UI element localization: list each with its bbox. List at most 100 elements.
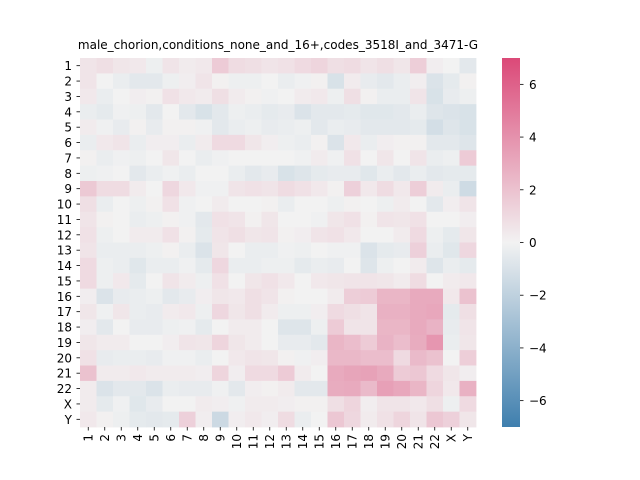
heatmap-cell-9-X xyxy=(443,181,460,197)
heatmap-cell-21-Y xyxy=(459,365,477,382)
heatmap-cell-1-14 xyxy=(294,58,312,74)
heatmap-cell-4-19 xyxy=(377,104,394,120)
heatmap-cell-Y-8 xyxy=(195,411,213,428)
heatmap-cell-7-4 xyxy=(129,150,147,167)
heatmap-cell-16-13 xyxy=(278,288,295,305)
heatmap-cell-11-X xyxy=(443,211,460,228)
heatmap-cell-20-4 xyxy=(129,350,147,366)
heatmap-cell-2-18 xyxy=(360,73,378,90)
heatmap-cell-16-10 xyxy=(228,288,246,305)
heatmap-cell-6-Y xyxy=(459,134,477,151)
heatmap-cell-21-15 xyxy=(311,365,328,382)
heatmap-cell-17-2 xyxy=(96,304,114,320)
heatmap-cell-10-Y xyxy=(459,196,477,213)
heatmap-cell-3-4 xyxy=(129,88,147,105)
x-tick-label: 20 xyxy=(395,434,409,449)
heatmap-cell-5-6 xyxy=(162,119,180,136)
heatmap-cell-Y-15 xyxy=(311,411,328,428)
heatmap-cell-7-15 xyxy=(311,150,328,167)
colorbar-ticks: −6 −4 −2 0 2 4 6 xyxy=(520,78,547,408)
heatmap-cell-22-21 xyxy=(410,380,427,397)
heatmap-cell-15-19 xyxy=(377,273,394,290)
heatmap-cell-18-12 xyxy=(261,319,279,336)
heatmap-cell-4-3 xyxy=(113,104,130,120)
heatmap-cell-6-12 xyxy=(261,134,279,151)
heatmap-cell-18-11 xyxy=(245,319,262,336)
heatmap-cell-15-15 xyxy=(311,273,328,290)
heatmap-cell-16-Y xyxy=(459,288,477,305)
y-tick-label: 11 xyxy=(57,213,72,227)
heatmap-cell-19-11 xyxy=(245,334,262,351)
heatmap-cell-15-11 xyxy=(245,273,262,290)
heatmap-cell-4-20 xyxy=(393,104,411,120)
heatmap-cell-1-13 xyxy=(278,58,295,74)
heatmap-cell-16-X xyxy=(443,288,460,305)
heatmap-cell-20-8 xyxy=(195,350,213,366)
heatmap-cell-1-3 xyxy=(113,58,130,74)
heatmap-cell-6-9 xyxy=(212,134,229,151)
heatmap-cell-18-20 xyxy=(393,319,411,336)
heatmap-cell-10-17 xyxy=(344,196,361,213)
heatmap-cell-19-4 xyxy=(129,334,147,351)
heatmap-cell-X-17 xyxy=(344,396,361,413)
heatmap-cell-18-13 xyxy=(278,319,295,336)
heatmap-cell-X-9 xyxy=(212,396,229,413)
heatmap-cell-9-18 xyxy=(360,181,378,197)
heatmap-cell-7-9 xyxy=(212,150,229,167)
heatmap-cell-12-14 xyxy=(294,227,312,243)
heatmap-cell-2-5 xyxy=(146,73,163,90)
heatmap-cell-20-18 xyxy=(360,350,378,366)
heatmap-cell-9-12 xyxy=(261,181,279,197)
colorbar-tick-label: 4 xyxy=(529,131,537,145)
heatmap-cell-Y-10 xyxy=(228,411,246,428)
heatmap-cell-6-22 xyxy=(426,134,444,151)
heatmap-cell-15-10 xyxy=(228,273,246,290)
heatmap-cell-7-19 xyxy=(377,150,394,167)
heatmap-cell-19-13 xyxy=(278,334,295,351)
heatmap-cell-4-6 xyxy=(162,104,180,120)
heatmap-cell-21-16 xyxy=(327,365,345,382)
heatmap-cell-21-4 xyxy=(129,365,147,382)
heatmap-cell-5-22 xyxy=(426,119,444,136)
heatmap-cell-22-19 xyxy=(377,380,394,397)
heatmap-cell-3-X xyxy=(443,88,460,105)
heatmap-cell-13-16 xyxy=(327,242,345,259)
heatmap-cell-15-5 xyxy=(146,273,163,290)
heatmap-cell-6-17 xyxy=(344,134,361,151)
heatmap-cell-8-3 xyxy=(113,165,130,182)
heatmap-cell-18-Y xyxy=(459,319,477,336)
heatmap-cell-19-17 xyxy=(344,334,361,351)
x-tick-label: 15 xyxy=(312,434,326,449)
heatmap-cell-16-7 xyxy=(179,288,196,305)
heatmap-cell-7-6 xyxy=(162,150,180,167)
heatmap-cell-1-9 xyxy=(212,58,229,74)
heatmap-cell-15-20 xyxy=(393,273,411,290)
heatmap-cell-11-12 xyxy=(261,211,279,228)
heatmap-cell-8-16 xyxy=(327,165,345,182)
heatmap-cell-1-15 xyxy=(311,58,328,74)
heatmap-cell-20-13 xyxy=(278,350,295,366)
heatmap-cell-Y-16 xyxy=(327,411,345,428)
heatmap-cell-14-14 xyxy=(294,257,312,274)
heatmap-cell-7-21 xyxy=(410,150,427,167)
heatmap-cell-11-3 xyxy=(113,211,130,228)
heatmap-cell-14-6 xyxy=(162,257,180,274)
heatmap-cell-6-11 xyxy=(245,134,262,151)
heatmap-cell-X-15 xyxy=(311,396,328,413)
heatmap-cell-10-19 xyxy=(377,196,394,213)
heatmap-cell-3-1 xyxy=(80,88,97,105)
heatmap-cell-1-17 xyxy=(344,58,361,74)
heatmap-cell-13-2 xyxy=(96,242,114,259)
heatmap-cell-15-21 xyxy=(410,273,427,290)
heatmap-cell-8-21 xyxy=(410,165,427,182)
heatmap-cell-3-16 xyxy=(327,88,345,105)
heatmap-cell-14-17 xyxy=(344,257,361,274)
heatmap-cell-15-9 xyxy=(212,273,229,290)
heatmap-cell-8-20 xyxy=(393,165,411,182)
heatmap-cell-9-6 xyxy=(162,181,180,197)
heatmap-cell-Y-3 xyxy=(113,411,130,428)
heatmap-cell-10-22 xyxy=(426,196,444,213)
heatmap-cell-2-9 xyxy=(212,73,229,90)
heatmap-cell-1-Y xyxy=(459,58,477,74)
heatmap-cell-1-X xyxy=(443,58,460,74)
